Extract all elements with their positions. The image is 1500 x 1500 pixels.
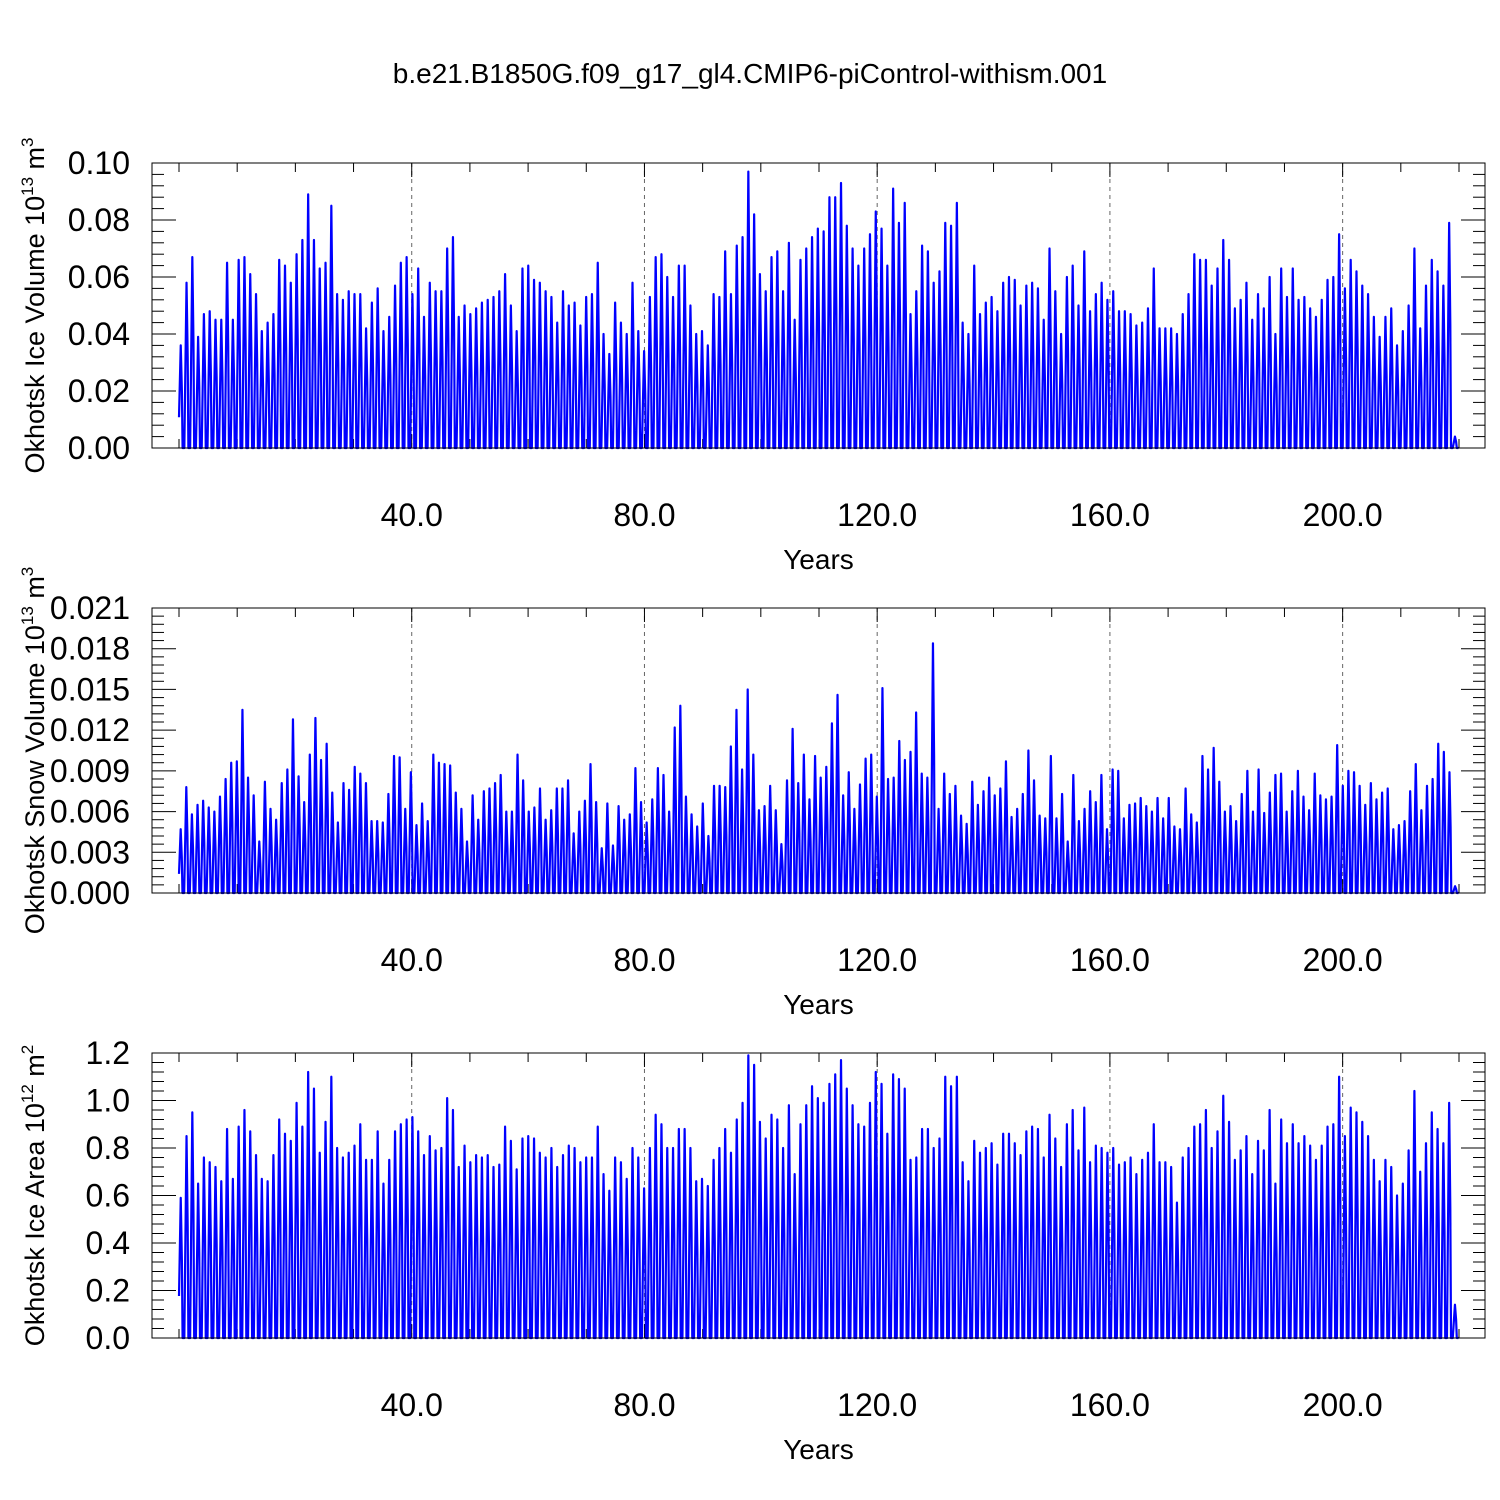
chart-0-plot-frame [151,162,1486,449]
chart-1-y-tick-label: 0.003 [50,834,130,870]
chart-2-y-tick-label: 0.6 [86,1178,130,1214]
chart-1-x-tick-label: 40.0 [381,942,443,978]
chart-2-x-tick-label: 80.0 [613,1387,675,1423]
chart-2-plot-frame [151,1052,1486,1339]
chart-0-y-tick-label: 0.04 [68,316,130,352]
chart-0-y-tick-label: 0.00 [68,430,130,466]
chart-1-y-tick-label: 0.015 [50,671,130,707]
ice-volume-chart: 0.00 0.02 0.04 0.06 0.08 0.10 40.0 80.0 120.0 160… [18,137,1486,575]
chart-0-x-tick-label: 160.0 [1070,497,1150,533]
chart-0-y-tick-label: 0.10 [68,145,130,181]
chart-2-x-axis-label: Years [783,1434,854,1465]
chart-1-y-tick-label: 0.006 [50,794,130,830]
chart-1-y-tick-label: 0.021 [50,590,130,626]
chart-1-x-tick-label: 160.0 [1070,942,1150,978]
chart-1-x-axis-label: Years [783,989,854,1020]
chart-0-y-axis-label: Okhotsk Ice Volume 1013 m3 [18,137,50,473]
chart-2-y-axis-label: Okhotsk Ice Area 1012 m2 [18,1045,50,1347]
chart-2-series-line [177,1054,1459,1340]
chart-1-series-line [177,642,1459,895]
snow-volume-chart: 0.000 0.003 0.006 0.009 0.012 0.015 0.018 0.021… [18,567,1486,1020]
chart-0-x-tick-label: 120.0 [837,497,917,533]
chart-2-x-tick-label: 160.0 [1070,1387,1150,1423]
chart-2-x-tick-label: 200.0 [1303,1387,1383,1423]
chart-0-x-axis-label: Years [783,544,854,575]
chart-0-y-tick-label: 0.02 [68,373,130,409]
chart-2-y-tick-label: 0.4 [86,1225,130,1261]
chart-2-y-tick-label: 0.2 [86,1273,130,1309]
chart-2-y-tick-label: 1.2 [86,1035,130,1071]
chart-2-x-tick-label: 120.0 [837,1387,917,1423]
chart-0-x-tick-label: 200.0 [1303,497,1383,533]
chart-2-y-tick-label: 1.0 [86,1083,130,1119]
chart-1-y-tick-label: 0.012 [50,712,130,748]
chart-0-x-tick-label: 80.0 [613,497,675,533]
figure-title: b.e21.B1850G.f09_g17_gl4.CMIP6-piControl… [392,58,1108,89]
chart-0-y-tick-label: 0.06 [68,259,130,295]
chart-1-y-tick-label: 0.018 [50,631,130,667]
ice-area-chart: 0.0 0.2 0.4 0.6 0.8 1.0 1.2 40.0 80.0 120.0 160.0 2… [18,1035,1486,1465]
chart-2-x-tick-label: 40.0 [381,1387,443,1423]
chart-0-x-tick-label: 40.0 [381,497,443,533]
chart-1-x-tick-label: 80.0 [613,942,675,978]
chart-1-y-tick-label: 0.009 [50,753,130,789]
chart-1-y-tick-label: 0.000 [50,875,130,911]
chart-2-y-tick-label: 0.0 [86,1320,130,1356]
chart-1-x-tick-label: 120.0 [837,942,917,978]
chart-0-y-tick-label: 0.08 [68,202,130,238]
chart-0-series-line [177,170,1459,450]
chart-1-x-tick-label: 200.0 [1303,942,1383,978]
chart-1-y-axis-label: Okhotsk Snow Volume 1013 m3 [18,567,50,935]
chart-1-plot-frame [151,607,1486,894]
chart-2-y-tick-label: 0.8 [86,1130,130,1166]
